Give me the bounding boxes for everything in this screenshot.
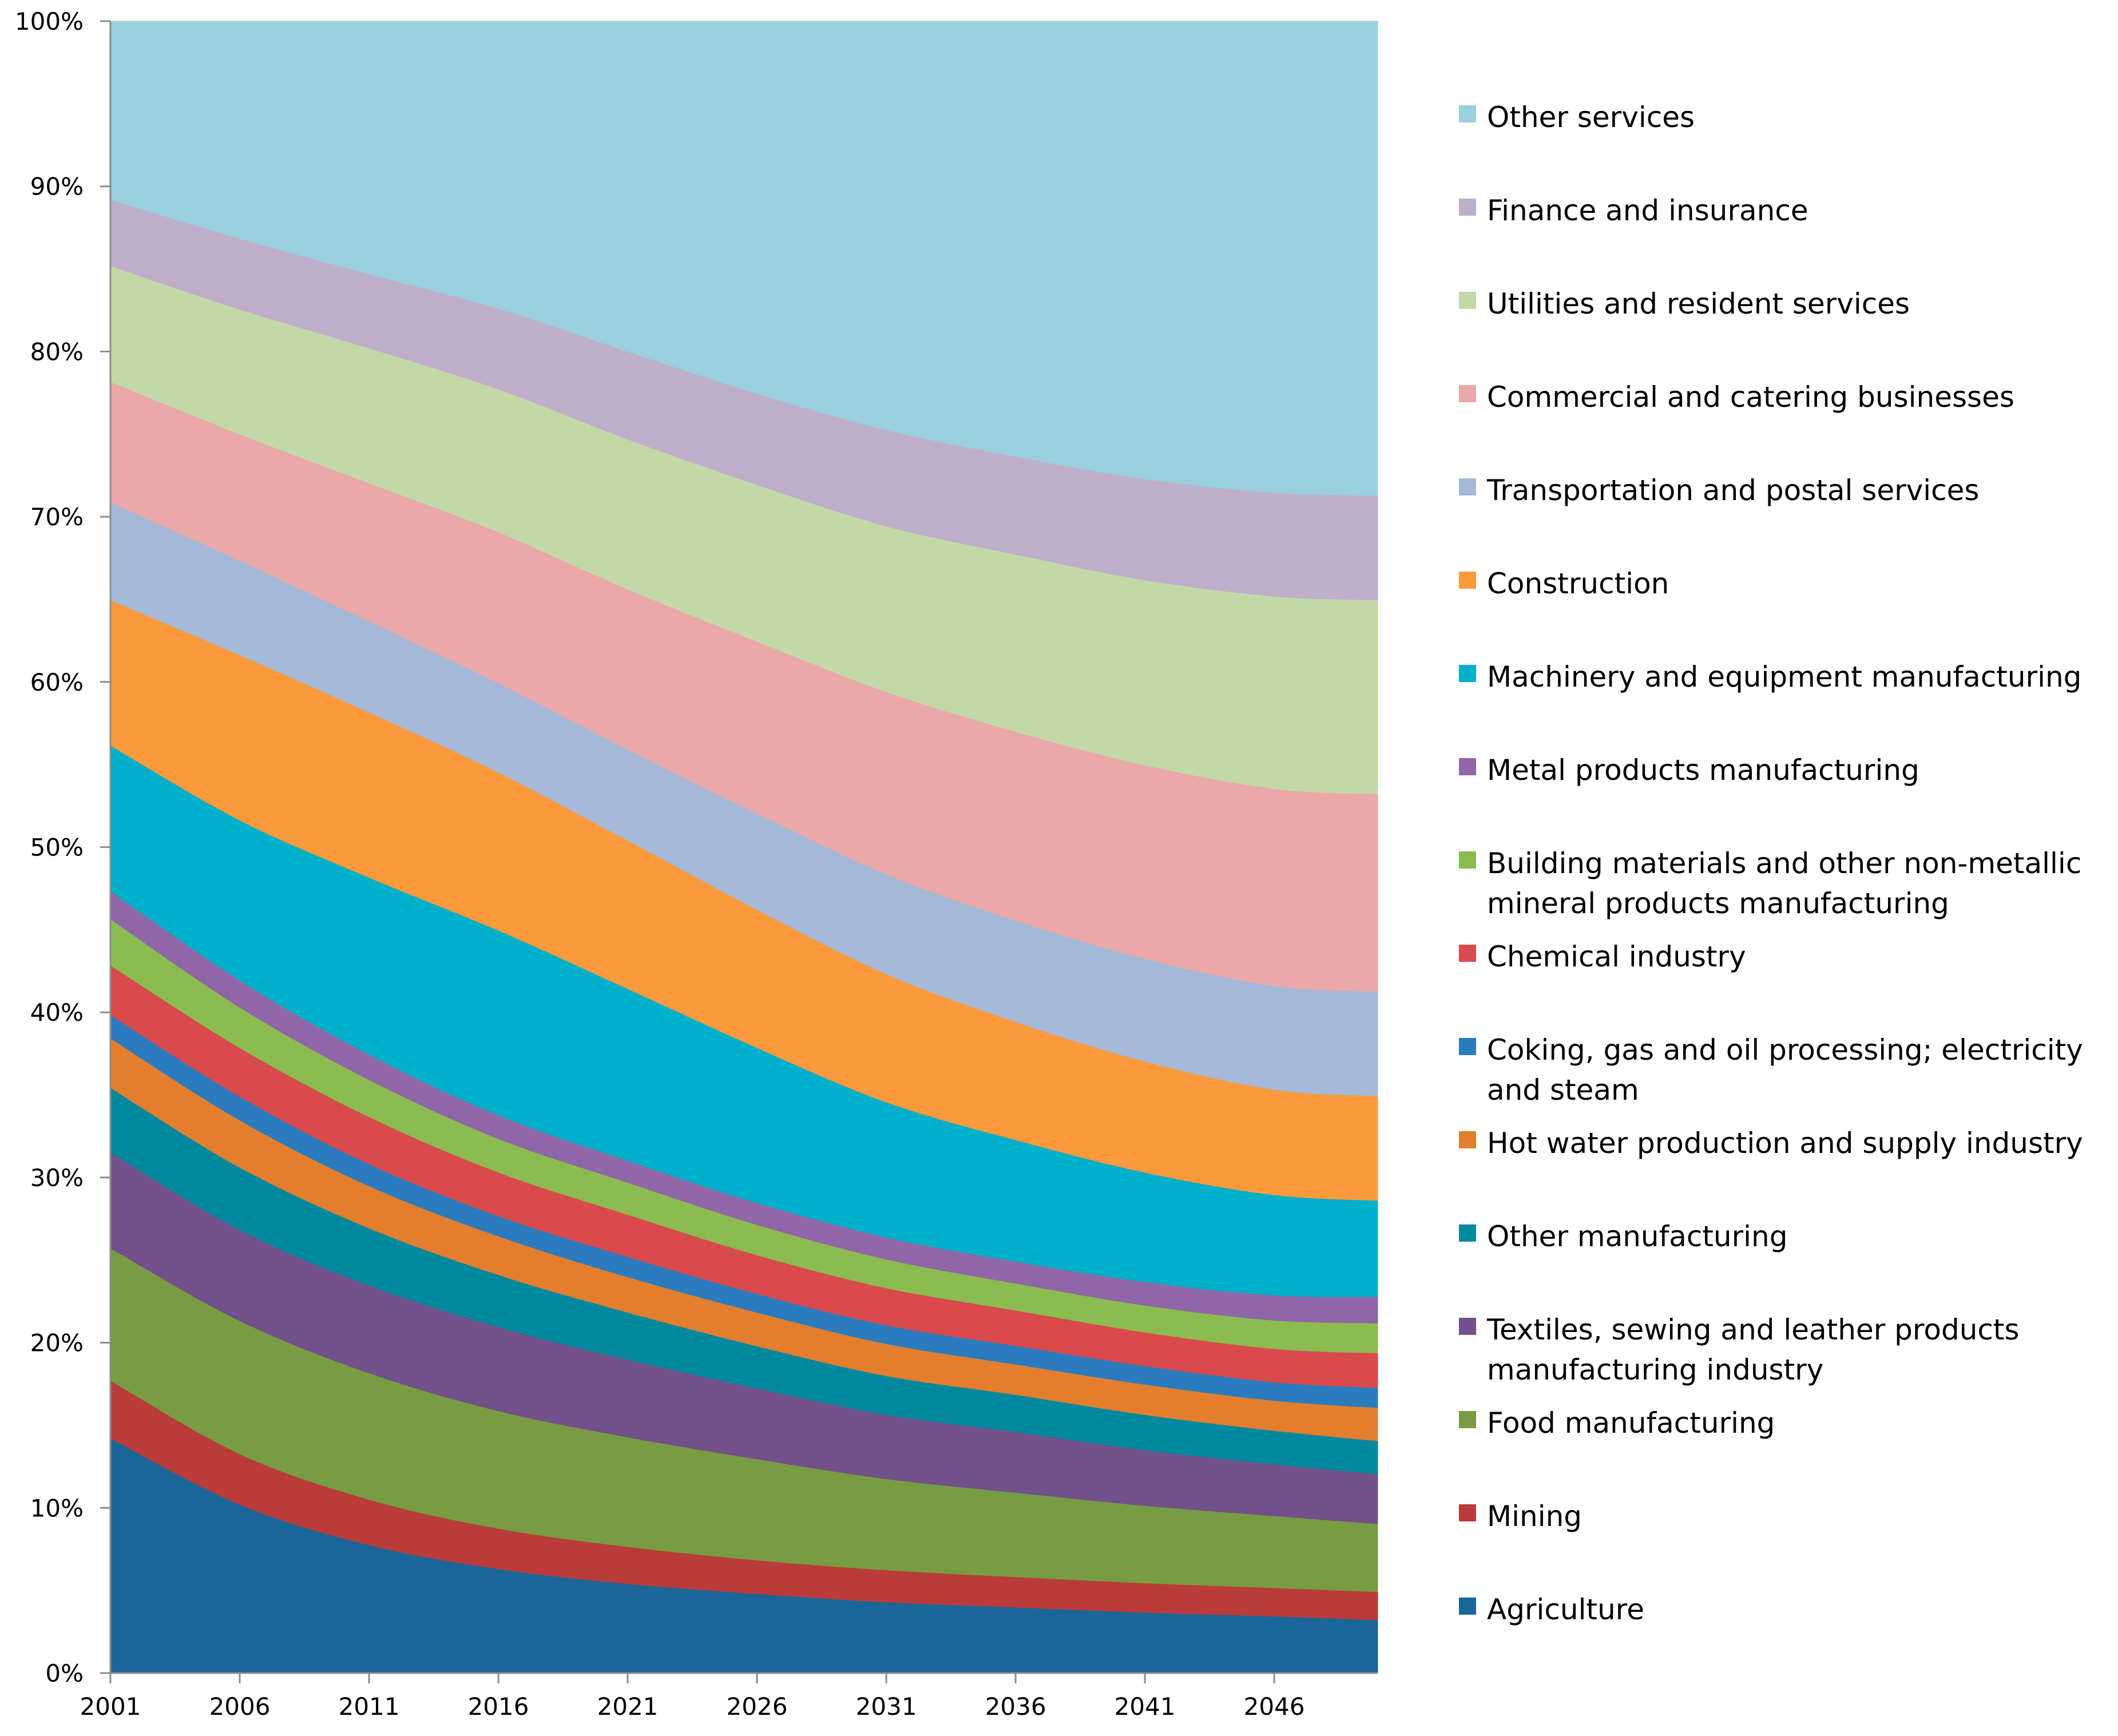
x-tick-label: 2016	[468, 1693, 529, 1721]
y-tick-label: 70%	[30, 503, 84, 531]
x-tick-label: 2041	[1114, 1693, 1176, 1721]
legend-item-agriculture: Agriculture	[1459, 1593, 1644, 1626]
legend-swatch	[1459, 1224, 1476, 1242]
legend-item-coking-gas-and-oil-processing-electricity: Coking, gas and oil processing; electric…	[1459, 1033, 2083, 1107]
y-tick-label: 90%	[30, 173, 84, 201]
legend-label: Building materials and other non-metalli…	[1487, 847, 2081, 880]
legend-swatch	[1459, 1131, 1476, 1148]
legend-item-hot-water-production-and-supply-industry: Hot water production and supply industry	[1459, 1127, 2083, 1160]
legend-label: Metal products manufacturing	[1487, 754, 1919, 787]
x-tick-label: 2031	[856, 1693, 917, 1721]
legend-swatch	[1459, 1038, 1476, 1055]
x-tick-label: 2006	[209, 1693, 271, 1721]
legend-swatch	[1459, 105, 1476, 122]
legend-label: Mining	[1487, 1500, 1582, 1533]
legend-item-other-services: Other services	[1459, 101, 1695, 134]
x-tick-label: 2036	[985, 1693, 1046, 1721]
y-tick-label: 80%	[30, 338, 84, 366]
legend-label: Other manufacturing	[1487, 1220, 1788, 1253]
legend-label: Coking, gas and oil processing; electric…	[1487, 1033, 2083, 1067]
x-tick-label: 2026	[727, 1693, 788, 1721]
y-tick-label: 100%	[15, 7, 84, 35]
legend-swatch	[1459, 758, 1476, 775]
y-tick-label: 20%	[30, 1329, 84, 1357]
y-tick-label: 40%	[30, 998, 84, 1026]
legend-label: Food manufacturing	[1487, 1406, 1775, 1440]
legend-swatch	[1459, 945, 1476, 962]
legend-item-construction: Construction	[1459, 567, 1669, 600]
legend-item-utilities-and-resident-services: Utilities and resident services	[1459, 287, 1910, 320]
legend-swatch	[1459, 478, 1476, 496]
legend-label: Other services	[1487, 101, 1695, 134]
legend-swatch	[1459, 1504, 1476, 1521]
x-tick-label: 2021	[597, 1693, 659, 1721]
legend-swatch	[1459, 851, 1476, 869]
legend-swatch	[1459, 385, 1476, 402]
legend: Other services Finance and insurance Util…	[1459, 101, 2083, 1626]
legend-swatch	[1459, 665, 1476, 682]
legend-item-other-manufacturing: Other manufacturing	[1459, 1220, 1788, 1253]
legend-label: manufacturing industry	[1487, 1353, 1823, 1386]
legend-item-mining: Mining	[1459, 1500, 1582, 1533]
legend-label: Commercial and catering businesses	[1487, 381, 2014, 414]
legend-label: Finance and insurance	[1487, 194, 1808, 227]
legend-item-machinery-and-equipment-manufacturing: Machinery and equipment manufacturing	[1459, 660, 2081, 693]
legend-label: Transportation and postal services	[1486, 474, 1979, 507]
y-tick-label: 50%	[30, 834, 84, 862]
y-tick-label: 10%	[30, 1494, 84, 1522]
legend-swatch	[1459, 1598, 1476, 1615]
legend-item-chemical-industry: Chemical industry	[1459, 940, 1746, 973]
legend-item-transportation-and-postal-services: Transportation and postal services	[1459, 474, 1979, 507]
legend-label: Textiles, sewing and leather products	[1486, 1313, 2020, 1346]
legend-swatch	[1459, 572, 1476, 589]
y-tick-label: 30%	[30, 1164, 84, 1192]
legend-item-metal-products-manufacturing: Metal products manufacturing	[1459, 754, 1919, 787]
area-other-services	[110, 21, 1378, 496]
y-tick-label: 0%	[45, 1659, 84, 1687]
x-tick-label: 2046	[1244, 1693, 1305, 1721]
legend-swatch	[1459, 1318, 1476, 1335]
legend-label: Utilities and resident services	[1487, 287, 1910, 320]
legend-swatch	[1459, 199, 1476, 216]
legend-item-finance-and-insurance: Finance and insurance	[1459, 194, 1808, 227]
legend-label: Machinery and equipment manufacturing	[1487, 660, 2081, 693]
axes: 0% 10% 20% 30% 40% 50% 60% 70% 80% 90% 100% 2001 200…	[15, 7, 1378, 1721]
legend-label: Chemical industry	[1487, 940, 1746, 973]
legend-label: and steam	[1487, 1073, 1639, 1107]
legend-item-building-materials-and-other-non-metallic: Building materials and other non-metalli…	[1459, 847, 2081, 920]
legend-item-food-manufacturing: Food manufacturing	[1459, 1406, 1775, 1440]
legend-swatch	[1459, 1411, 1476, 1428]
legend-label: Hot water production and supply industry	[1487, 1127, 2083, 1160]
legend-swatch	[1459, 292, 1476, 309]
legend-item-commercial-and-catering-businesses: Commercial and catering businesses	[1459, 381, 2014, 414]
legend-label: Construction	[1487, 567, 1669, 600]
y-tick-label: 60%	[30, 668, 84, 696]
x-tick-label: 2011	[339, 1693, 400, 1721]
legend-label: mineral products manufacturing	[1487, 887, 1949, 920]
area-layers	[110, 21, 1378, 1674]
legend-label: Agriculture	[1487, 1593, 1644, 1626]
legend-item-textiles-sewing-and-leather-products: Textiles, sewing and leather products man…	[1459, 1313, 2020, 1386]
x-tick-label: 2001	[80, 1693, 141, 1721]
